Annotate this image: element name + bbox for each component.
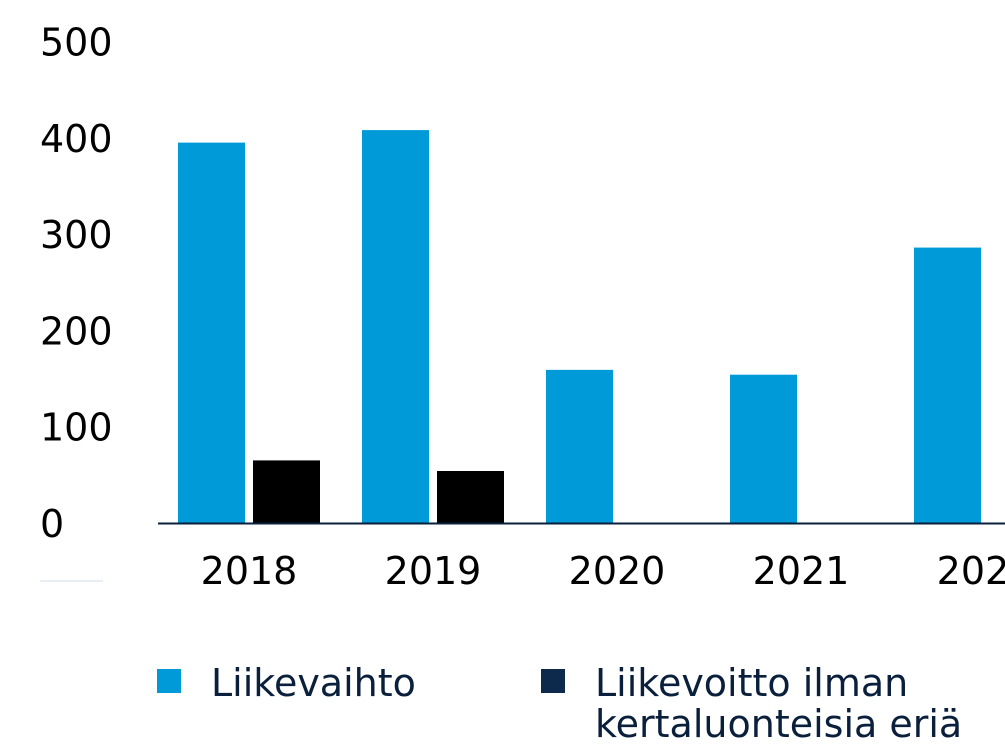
- legend-label-liikevaihto: Liikevaihto: [211, 661, 416, 705]
- bars: [178, 130, 981, 524]
- y-tick-label: 0: [40, 502, 64, 546]
- x-tick-label: 2021: [753, 549, 850, 593]
- legend: Liikevaihto Liikevoitto ilman kertaluont…: [157, 661, 962, 746]
- legend-swatch-liikevaihto: [157, 669, 181, 693]
- bar-liikevaihto-2020: [546, 369, 613, 523]
- bar-liikevoitto-2018: [253, 460, 320, 523]
- y-tick-label: 100: [40, 406, 113, 450]
- x-tick-label: 2019: [385, 549, 482, 593]
- y-tick-label: 400: [40, 117, 113, 161]
- legend-label-liikevoitto-line1: Liikevoitto ilman: [595, 661, 908, 705]
- bar-liikevaihto-2018: [178, 142, 245, 524]
- x-tick-label: 2018: [201, 549, 298, 593]
- bar-liikevoitto-2019: [437, 470, 504, 523]
- x-tick-label: 2022: [937, 549, 1005, 593]
- y-axis-ticks: 0 100 200 300 400 500: [40, 21, 113, 547]
- legend-swatch-liikevoitto: [541, 669, 565, 693]
- legend-label-liikevoitto-line2: kertaluonteisia eriä: [595, 702, 962, 746]
- x-tick-label: 2020: [569, 549, 666, 593]
- bar-liikevaihto-2022: [914, 247, 981, 523]
- bar-liikevaihto-2019: [362, 130, 429, 523]
- y-tick-label: 200: [40, 309, 113, 353]
- bar-liikevaihto-2021: [730, 374, 797, 523]
- y-tick-label: 300: [40, 213, 113, 257]
- x-axis-ticks: 2018 2019 2020 2021 2022: [201, 549, 1005, 593]
- y-tick-label: 500: [40, 21, 113, 65]
